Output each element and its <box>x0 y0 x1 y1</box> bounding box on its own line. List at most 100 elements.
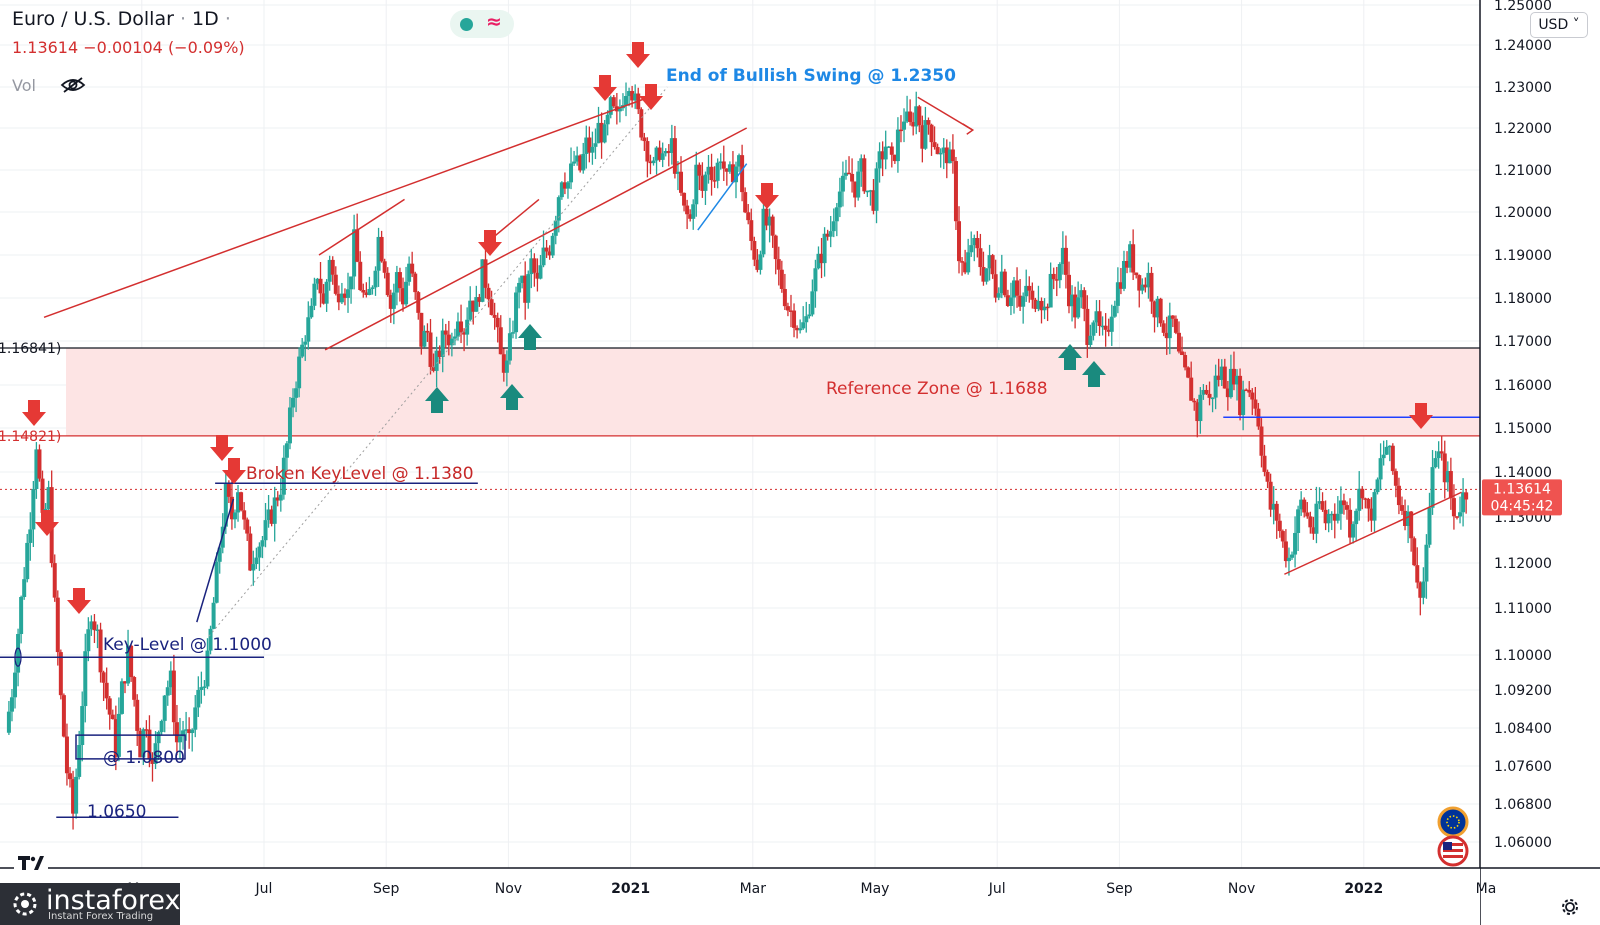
candle-body <box>1066 274 1071 307</box>
candle-body <box>605 114 610 125</box>
candle-body <box>1461 492 1466 513</box>
candle-body <box>990 255 995 275</box>
hidden-eye-icon[interactable] <box>60 76 86 94</box>
candle-body <box>1042 306 1047 311</box>
candle-body <box>1409 511 1414 539</box>
candle-body <box>547 251 552 256</box>
candle-body <box>633 93 638 101</box>
candle-body <box>391 292 396 309</box>
time-axis-background <box>0 868 1480 925</box>
candle-body <box>373 270 378 288</box>
candle-body <box>407 263 412 282</box>
candle-body <box>327 259 332 282</box>
candle-body <box>651 160 656 164</box>
candle-body <box>245 519 250 534</box>
candle-body <box>569 163 574 183</box>
candle-body <box>666 150 671 153</box>
candle-body <box>119 681 124 714</box>
candle-body <box>1286 557 1291 562</box>
candle-body <box>459 321 464 333</box>
candle-body <box>1280 531 1285 542</box>
flag-eu-icon[interactable] <box>1437 806 1469 838</box>
candle-body <box>434 350 439 371</box>
candle-body <box>737 155 742 167</box>
candle-body <box>572 161 577 164</box>
candle-body <box>297 356 302 389</box>
candle-body <box>1439 451 1444 454</box>
annotation-reference-zone: Reference Zone @ 1.1688 <box>826 379 1048 399</box>
candle-body <box>242 510 247 520</box>
market-status-badge[interactable]: ≈ <box>450 10 514 38</box>
candle-body <box>156 732 161 744</box>
candle-body <box>559 182 564 198</box>
trend-arrowhead <box>962 123 975 135</box>
candle-body <box>718 161 723 163</box>
candle-body <box>236 492 241 513</box>
candle-body <box>981 267 986 282</box>
logo-tagline: Instant Forex Trading <box>48 911 154 922</box>
candle-body <box>449 338 454 346</box>
candle-body <box>1235 375 1240 385</box>
symbol-title[interactable]: Euro / U.S. Dollar · 1D · <box>12 8 245 30</box>
candle-body <box>1369 508 1374 521</box>
candle-body <box>1192 400 1197 403</box>
candle-body <box>1167 315 1172 339</box>
candle-body <box>1128 244 1133 268</box>
time-tick-label: Nov <box>1228 881 1255 897</box>
flag-us-icon[interactable] <box>1437 835 1469 867</box>
instaforex-logo: instaforex Instant Forex Trading <box>0 883 180 925</box>
annotation-end-bullish: End of Bullish Swing @ 1.2350 <box>666 66 956 86</box>
candle-body <box>795 327 800 331</box>
currency-select-label: USD <box>1538 17 1569 33</box>
current-price-tag: 1.13614 04:45:42 <box>1482 479 1562 516</box>
candle-body <box>28 529 33 543</box>
candle-body <box>581 153 586 171</box>
candle-body <box>1143 284 1148 288</box>
candle-body <box>758 254 763 270</box>
candle-body <box>1094 311 1099 323</box>
candle-body <box>999 271 1004 294</box>
candle-body <box>801 322 806 329</box>
candle-body <box>1076 297 1081 318</box>
currency-select[interactable]: USD ˅ <box>1530 12 1588 38</box>
candle-body <box>196 689 201 708</box>
annotation-broken-key: Broken KeyLevel @ 1.1380 <box>246 464 474 484</box>
candle-body <box>312 283 317 306</box>
candle-body <box>700 175 705 191</box>
volume-indicator-label[interactable]: Vol <box>12 76 36 95</box>
time-axis[interactable]: MayJulSepNov2021MarMayJulSepNov2022Ma <box>0 867 1600 925</box>
candle-body <box>819 253 824 264</box>
candle-body <box>477 297 482 302</box>
candle-body <box>1390 445 1395 472</box>
candle-body <box>709 166 714 181</box>
candle-body <box>1299 499 1304 510</box>
candle-body <box>504 360 509 373</box>
candle-body <box>996 293 1001 298</box>
candle-body <box>492 314 497 318</box>
price-axis[interactable]: 1.25000 1.24000 1.23000 1.22000 1.21000 1.200… <box>1479 0 1600 925</box>
candle-body <box>923 120 928 149</box>
time-tick-label: Jul <box>255 881 273 897</box>
candle-body <box>663 150 668 154</box>
time-tick-label: May <box>861 881 890 897</box>
candle-body <box>914 106 919 127</box>
candle-body <box>1238 375 1243 416</box>
down-arrow-icon <box>67 588 91 614</box>
candle-body <box>300 344 305 357</box>
tradingview-logo-icon[interactable] <box>14 848 48 878</box>
up-arrow-icon <box>425 387 449 413</box>
candle-body <box>483 259 488 288</box>
candle-body <box>294 388 299 398</box>
candle-body <box>703 174 708 191</box>
candle-body <box>1036 300 1041 309</box>
candle-body <box>306 317 311 342</box>
price-tick-label: 1.25000 <box>1494 0 1552 14</box>
settings-gear-icon[interactable] <box>1558 895 1582 919</box>
candle-body <box>1335 513 1340 521</box>
candle-body <box>413 273 418 293</box>
candle-body <box>1008 297 1013 306</box>
candle-body <box>19 596 24 635</box>
candle-body <box>287 407 292 444</box>
candle-body <box>1329 513 1334 516</box>
